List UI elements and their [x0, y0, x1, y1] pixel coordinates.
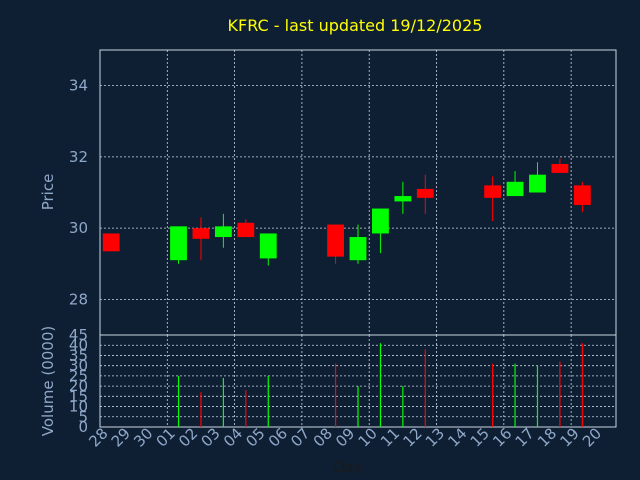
price-y-tick-label: 34	[69, 77, 88, 95]
candle-body	[327, 224, 344, 257]
candle-body	[349, 237, 367, 261]
volume-y-tick-label: 30	[69, 357, 88, 375]
volume-y-tick-label: 25	[69, 367, 88, 385]
candle	[529, 162, 546, 193]
volume-y-tick-label: 15	[69, 387, 88, 405]
price-y-tick-label: 30	[69, 219, 88, 237]
volume-y-tick-label: 40	[69, 336, 88, 354]
candle-body	[214, 226, 232, 238]
volume-bar-series	[177, 343, 583, 427]
candle-body	[372, 208, 389, 234]
candle-body	[573, 185, 591, 205]
candle-body	[484, 185, 502, 198]
candle	[394, 181, 412, 214]
candle-body	[237, 222, 255, 238]
candlestick-series	[102, 158, 591, 266]
day-x-tick-label: 20	[579, 424, 605, 450]
candle	[551, 158, 569, 173]
volume-y-tick-label: 5	[78, 408, 88, 426]
candle	[102, 233, 120, 252]
price-y-ticks: 28 30 32 34	[69, 77, 88, 309]
candle	[484, 176, 502, 221]
candle-body	[394, 196, 412, 202]
candle	[573, 181, 591, 213]
candle	[170, 226, 187, 264]
candle	[416, 174, 434, 214]
volume-y-tick-label: 20	[69, 377, 88, 395]
day-axis-label: Day	[333, 458, 363, 476]
price-y-tick-label: 32	[69, 148, 88, 166]
price-axis-label: Price	[39, 174, 57, 211]
price-y-tick-label: 28	[69, 290, 88, 308]
candle	[259, 233, 277, 266]
candle	[349, 224, 367, 264]
candle	[327, 224, 344, 264]
candle-body	[506, 181, 524, 197]
candle-body	[416, 188, 434, 198]
volume-y-tick-label: 0	[78, 418, 88, 436]
volume-y-tick-label: 45	[69, 326, 88, 344]
candle-body	[102, 233, 120, 252]
candle-body	[192, 228, 210, 239]
chart-title: KFRC - last updated 19/12/2025	[228, 16, 483, 35]
candle-body	[551, 164, 569, 173]
candle	[214, 213, 232, 248]
candle	[192, 217, 210, 261]
candle	[372, 208, 389, 254]
candle-body	[529, 174, 546, 193]
volume-axis-label: Volume (0000)	[39, 326, 57, 436]
volume-y-tick-label: 35	[69, 346, 88, 364]
candle-body	[170, 226, 187, 261]
volume-y-tick-label: 10	[69, 398, 88, 416]
candle	[506, 171, 524, 197]
day-x-ticks: 2829300102030405060708091011121314151617…	[85, 424, 605, 450]
candle	[237, 219, 255, 238]
candle-body	[259, 233, 277, 259]
